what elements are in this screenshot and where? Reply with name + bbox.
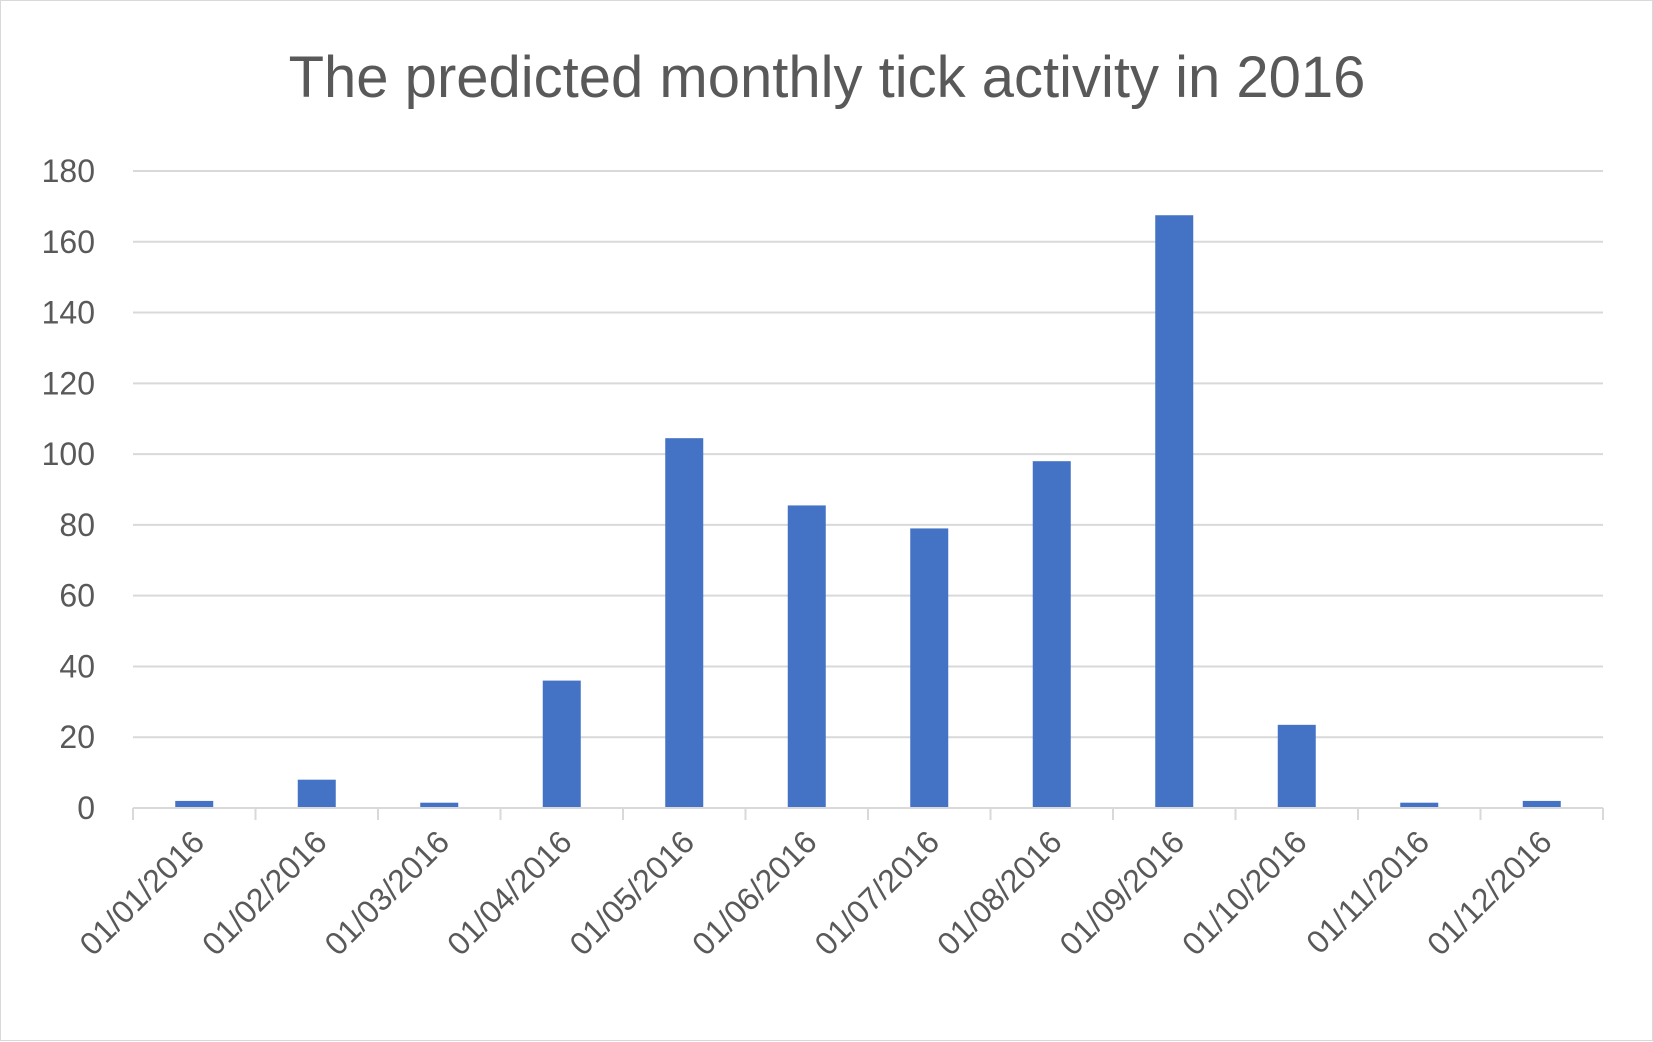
- bar-01-10-2016: [1277, 724, 1316, 808]
- x-tick-label: 01/06/2016: [685, 823, 824, 962]
- bar-01-03-2016: [420, 802, 459, 808]
- y-axis-tick-labels: 0 20 40 60 80 100 120 140 160 180: [42, 153, 95, 826]
- bar-01-05-2016: [665, 438, 704, 808]
- y-tick-label: 80: [59, 507, 95, 543]
- bar-01-09-2016: [1155, 215, 1194, 809]
- x-tick-label: 01/05/2016: [562, 823, 701, 962]
- y-tick-label: 20: [59, 719, 95, 755]
- gridlines: [133, 170, 1603, 739]
- bar-01-01-2016: [175, 800, 214, 808]
- bar-01-11-2016: [1400, 802, 1439, 808]
- bar-01-08-2016: [1032, 461, 1071, 808]
- y-tick-label: 60: [59, 578, 95, 614]
- x-tick-label: 01/07/2016: [807, 823, 946, 962]
- y-tick-label: 0: [77, 790, 95, 826]
- x-tick-label: 01/02/2016: [195, 823, 334, 962]
- x-tick-label: 01/08/2016: [930, 823, 1069, 962]
- x-tick-label: 01/09/2016: [1052, 823, 1191, 962]
- y-tick-label: 120: [42, 365, 95, 401]
- bar-01-12-2016: [1522, 800, 1561, 808]
- bar-01-04-2016: [542, 680, 581, 808]
- bars: [175, 215, 1561, 809]
- chart-title: The predicted monthly tick activity in 2…: [289, 45, 1366, 110]
- x-tick-label: 01/12/2016: [1420, 823, 1559, 962]
- bar-01-06-2016: [787, 505, 826, 808]
- y-tick-label: 180: [42, 153, 95, 189]
- x-tick-label: 01/01/2016: [72, 823, 211, 962]
- y-tick-label: 40: [59, 648, 95, 684]
- y-tick-label: 140: [42, 295, 95, 331]
- bar-01-02-2016: [297, 779, 336, 808]
- x-tick-label: 01/03/2016: [317, 823, 456, 962]
- bar-01-07-2016: [910, 528, 949, 808]
- y-tick-label: 160: [42, 224, 95, 260]
- x-tick-label: 01/04/2016: [440, 823, 579, 962]
- x-axis-tick-labels: 01/01/201601/02/201601/03/201601/04/2016…: [72, 823, 1558, 962]
- x-tick-label: 01/11/2016: [1299, 823, 1436, 960]
- y-tick-label: 100: [42, 436, 95, 472]
- x-axis: [132, 807, 1604, 820]
- x-tick-label: 01/10/2016: [1175, 823, 1314, 962]
